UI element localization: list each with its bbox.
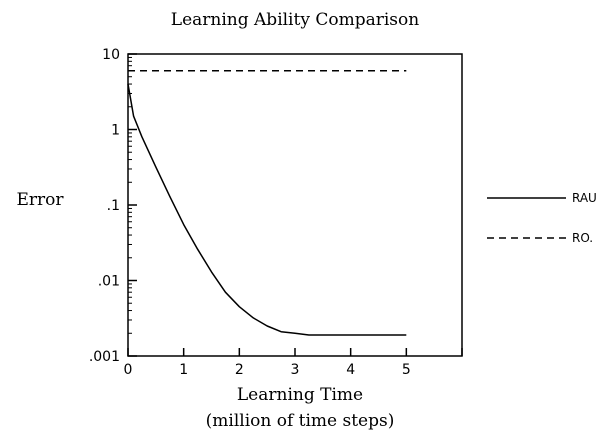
- x-tick-label: 5: [402, 362, 411, 378]
- x-tick-label: 4: [346, 362, 355, 378]
- legend-label: RO.: [572, 231, 593, 245]
- series-line-rau: [127, 83, 407, 336]
- y-axis-label: Error: [16, 190, 64, 210]
- y-axis-ticks: .001 .01 .1 1 10: [89, 47, 137, 365]
- y-tick-label: 1: [111, 123, 120, 139]
- legend-label: RAU: [572, 191, 597, 205]
- x-axis-sublabel: (million of time steps): [206, 411, 395, 431]
- x-axis-label: Learning Time: [237, 385, 363, 405]
- chart-title: Learning Ability Comparison: [171, 10, 419, 30]
- x-tick-label: 3: [291, 362, 300, 378]
- x-tick-label: 0: [124, 362, 133, 378]
- x-tick-label: 1: [179, 362, 188, 378]
- x-axis-ticks: 0 1 2 3 4 5: [124, 348, 463, 378]
- x-tick-label: 2: [235, 362, 244, 378]
- y-tick-label: 10: [102, 47, 120, 63]
- y-tick-label: .1: [107, 198, 120, 214]
- y-tick-label: .01: [98, 274, 120, 290]
- series-lines: [127, 69, 407, 336]
- legend: RAU RO.: [487, 191, 597, 245]
- y-tick-label: .001: [89, 349, 120, 365]
- plot-area: [127, 53, 463, 357]
- plot-frame: [127, 53, 463, 357]
